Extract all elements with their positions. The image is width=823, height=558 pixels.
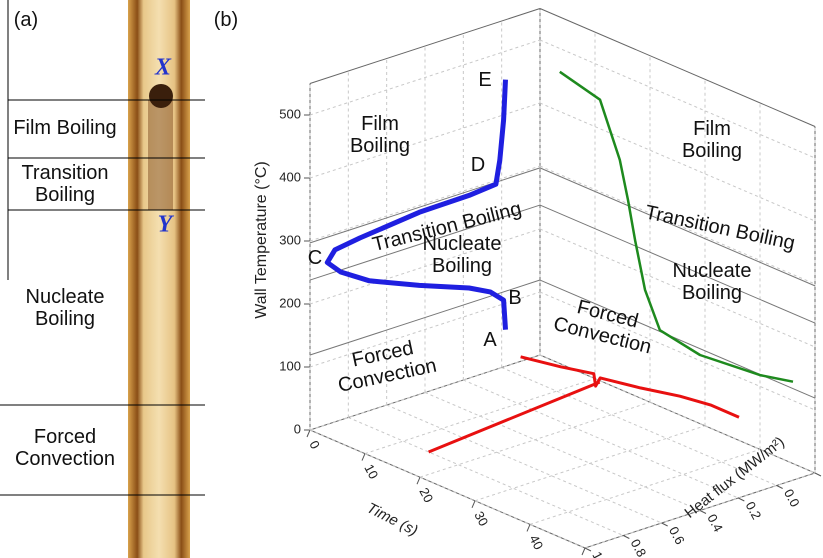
region-label: Forced Convection — [14, 426, 116, 470]
wall-label: Nucleate Boiling — [422, 233, 502, 277]
x-tick-label: 20 — [416, 485, 436, 505]
tick-mark — [584, 547, 592, 552]
z-tick-label: 500 — [279, 106, 301, 121]
x-tick-label: 50 — [581, 556, 601, 558]
region-boundary — [539, 167, 816, 287]
grid-line — [463, 379, 739, 499]
tick-mark — [738, 497, 745, 502]
tube-photo — [128, 0, 190, 558]
z-tick-label: 100 — [279, 358, 301, 373]
grid-line — [539, 102, 816, 222]
y-tick-label: 0.4 — [704, 511, 726, 534]
z-tick-label: 400 — [279, 169, 301, 184]
y-tick-label: 0.0 — [781, 486, 803, 509]
grid-line — [386, 404, 662, 524]
region-boundary — [539, 279, 816, 399]
panel-label: (b) — [213, 9, 239, 31]
grid-line — [539, 39, 816, 159]
tick-mark — [581, 547, 586, 556]
tick-mark — [471, 500, 476, 508]
region-boundary — [309, 167, 541, 244]
grid-line — [419, 401, 651, 478]
x-tick-label: 10 — [361, 462, 381, 482]
vapor-bubble — [149, 84, 173, 108]
x-tick-label: 0 — [306, 438, 323, 451]
marker: X — [154, 54, 172, 81]
panel-label: (a) — [13, 9, 39, 31]
grid-line — [364, 378, 596, 455]
grid-line — [424, 392, 701, 511]
tick-mark — [623, 535, 630, 539]
point-label: A — [483, 329, 497, 351]
point-label: E — [478, 69, 492, 91]
z-tick-label: 300 — [279, 232, 301, 247]
tick-mark — [416, 477, 421, 485]
tick-mark — [306, 429, 311, 438]
y-tick-label: -0.2 — [819, 474, 823, 501]
wall-label: Film Boiling — [681, 118, 743, 162]
grid-line — [539, 165, 816, 285]
grid-line — [539, 291, 816, 411]
y-tick-label: 0.6 — [666, 524, 688, 547]
z-tick-label: 200 — [279, 295, 301, 310]
x-tick-label: 40 — [526, 532, 546, 552]
x-axis-title: Time (s) — [364, 500, 421, 540]
grid-line — [474, 425, 706, 502]
grid-line — [539, 354, 816, 474]
region-label: Film Boiling — [13, 117, 117, 139]
region-boundary — [539, 204, 816, 324]
point-label: C — [307, 247, 323, 269]
grid-line — [529, 448, 761, 525]
data-line — [428, 355, 740, 454]
wall-label: Nucleate Boiling — [672, 260, 752, 304]
tick-mark — [526, 524, 531, 532]
tick-mark — [361, 453, 366, 461]
grid-line — [539, 228, 816, 348]
y-tick-label: 0.2 — [743, 499, 765, 522]
z-axis-title: Wall Temperature (°C) — [253, 161, 270, 319]
box-edge — [309, 8, 541, 84]
marker: Y — [157, 211, 173, 238]
y-axis-title: Heat flux (MW/m²) — [682, 433, 788, 521]
y-tick-label: 1.0 — [589, 549, 611, 558]
z-tick-label: 0 — [294, 421, 301, 436]
point-label: D — [470, 154, 486, 176]
x-tick-label: 30 — [471, 509, 491, 529]
tick-mark — [661, 522, 668, 527]
vapor-region — [148, 100, 173, 210]
point-label: B — [508, 287, 522, 309]
grid-line — [501, 367, 777, 486]
tick-mark — [699, 510, 707, 514]
y-tick-label: 0.8 — [628, 536, 650, 558]
region-label: Transition Boiling — [21, 162, 109, 206]
data-line — [324, 79, 508, 330]
region-boundary — [309, 279, 541, 356]
data-line — [559, 70, 794, 383]
region-boundary — [309, 204, 541, 281]
grid-line — [309, 429, 586, 549]
box-edge — [539, 8, 816, 127]
tick-mark — [776, 485, 783, 489]
region-label: Nucleate Boiling — [25, 286, 105, 330]
grid-line — [348, 417, 624, 536]
wall-label: Film Boiling — [349, 113, 411, 157]
tick-mark — [814, 472, 822, 477]
